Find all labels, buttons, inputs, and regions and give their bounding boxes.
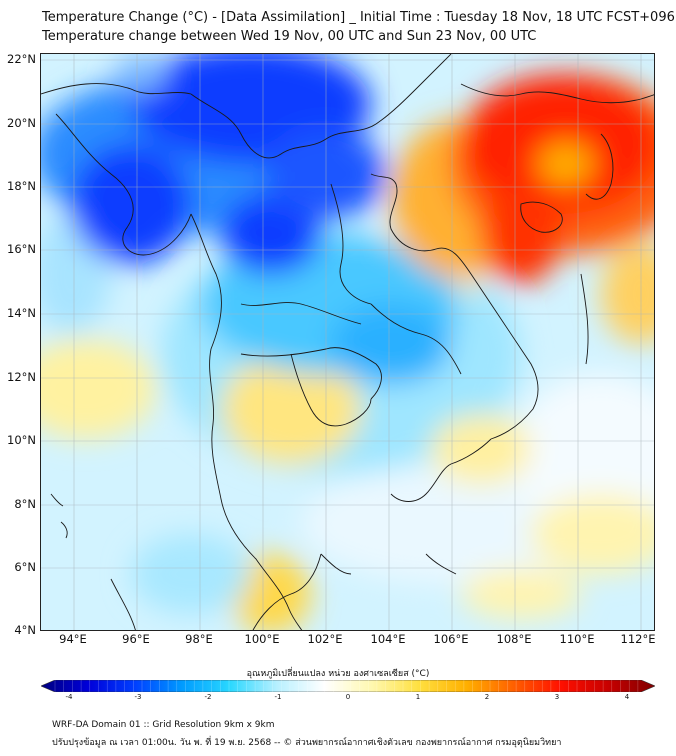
lat-label-20n: 20°N — [7, 116, 36, 130]
lat-label-10n: 10°N — [7, 433, 36, 447]
footer-credit: ปรับปรุงข้อมูล ณ เวลา 01:00น. วัน พ. ที่… — [52, 738, 562, 748]
lat-label-22n: 22°N — [7, 52, 36, 66]
lat-label-4n: 4°N — [14, 623, 36, 637]
lon-label-108e: 108°E — [496, 632, 532, 646]
colorbar-tick: -4 — [65, 693, 73, 701]
colorbar-title: อุณหภูมิเปลี่ยนแปลง หน่วย องศาเซลเซียส (… — [246, 669, 430, 679]
colorbar-tick: -3 — [134, 693, 142, 701]
lat-label-18n: 18°N — [7, 179, 36, 193]
lon-label-104e: 104°E — [370, 632, 406, 646]
lon-label-100e: 100°E — [244, 632, 280, 646]
lon-label-112e: 112°E — [620, 632, 656, 646]
map-title: Temperature Change (°C) - [Data Assimila… — [42, 10, 675, 25]
lon-label-102e: 102°E — [307, 632, 343, 646]
footer-model-info: WRF-DA Domain 01 :: Grid Resolution 9km … — [52, 720, 275, 730]
lat-label-12n: 12°N — [7, 370, 36, 384]
lon-label-96e: 96°E — [122, 632, 150, 646]
lat-label-16n: 16°N — [7, 242, 36, 256]
colorbar — [41, 680, 655, 692]
colorbar-tick: 4 — [624, 693, 630, 701]
colorbar-tick: -2 — [204, 693, 212, 701]
lon-label-106e: 106°E — [433, 632, 469, 646]
lon-label-110e: 110°E — [559, 632, 595, 646]
lat-label-6n: 6°N — [14, 560, 36, 574]
graticule — [41, 54, 654, 630]
lat-label-14n: 14°N — [7, 306, 36, 320]
colorbar-tick: 3 — [554, 693, 560, 701]
lon-label-94e: 94°E — [59, 632, 87, 646]
lat-label-8n: 8°N — [14, 497, 36, 511]
temperature-change-map — [41, 54, 654, 630]
colorbar-tick: 2 — [484, 693, 490, 701]
lon-label-98e: 98°E — [185, 632, 213, 646]
colorbar-tick: 0 — [345, 693, 351, 701]
coastlines-and-borders — [41, 54, 654, 630]
map-subtitle: Temperature change between Wed 19 Nov, 0… — [42, 29, 537, 44]
colorbar-tick: -1 — [274, 693, 282, 701]
colorbar-tick: 1 — [415, 693, 421, 701]
colorbar-gradient — [41, 680, 655, 692]
map-panel — [40, 53, 655, 631]
